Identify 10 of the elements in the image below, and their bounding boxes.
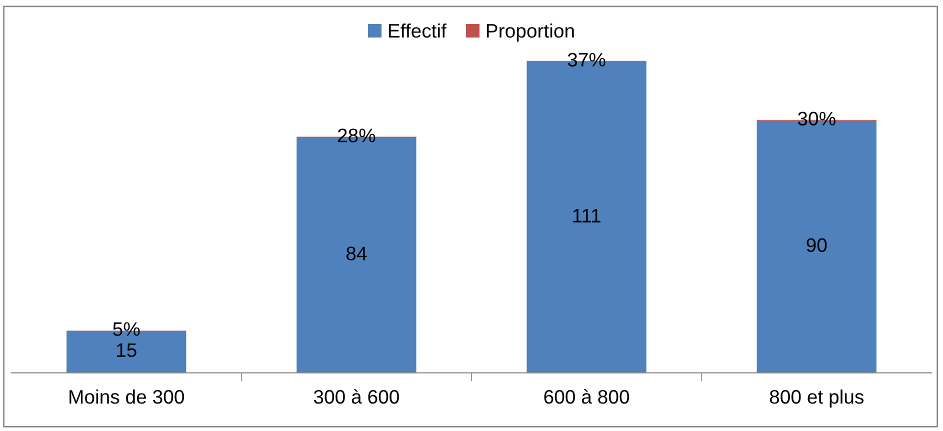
legend-label: Proportion (486, 23, 574, 42)
x-tick-label: Moins de 300 (70, 389, 184, 404)
x-tick-label: 600 à 800 (544, 389, 630, 404)
legend-label: Effectif (388, 23, 447, 38)
data-label: 90 (806, 238, 827, 252)
x-tick-label: 800 et plus (770, 389, 864, 408)
data-label: 111 (573, 209, 600, 222)
data-label: 84 (346, 246, 367, 260)
data-label: 15 (117, 343, 136, 358)
x-tick-label: 300 à 600 (314, 389, 399, 404)
